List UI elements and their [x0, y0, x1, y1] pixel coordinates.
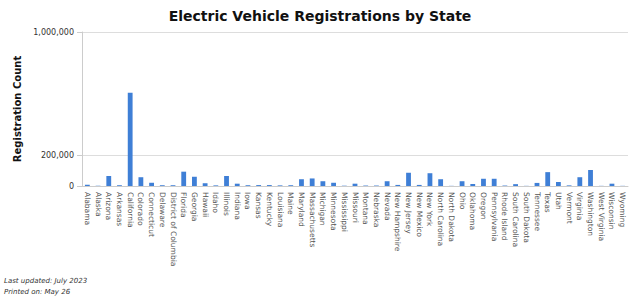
svg-text:Minnesota: Minnesota — [329, 192, 338, 231]
svg-text:Printed on: May 26: Printed on: May 26 — [4, 288, 71, 296]
svg-text:Hawaii: Hawaii — [201, 192, 210, 217]
svg-text:Alaska: Alaska — [94, 192, 103, 217]
svg-text:Registration Count: Registration Count — [12, 56, 23, 163]
svg-text:Electric Vehicle Registrations: Electric Vehicle Registrations by State — [169, 8, 472, 24]
svg-text:200,000: 200,000 — [41, 151, 74, 160]
svg-text:Arkansas: Arkansas — [115, 192, 124, 226]
svg-text:North Dakota: North Dakota — [447, 192, 456, 242]
svg-text:Louisiana: Louisiana — [276, 192, 285, 227]
svg-text:Alabama: Alabama — [83, 192, 92, 225]
svg-text:Florida: Florida — [179, 192, 188, 218]
svg-text:Mississippi: Mississippi — [340, 192, 349, 232]
svg-text:Utah: Utah — [554, 192, 563, 210]
svg-text:Arizona: Arizona — [104, 192, 113, 220]
svg-text:Massachusetts: Massachusetts — [308, 192, 317, 248]
svg-text:Oklahoma: Oklahoma — [468, 192, 477, 230]
svg-text:Maryland: Maryland — [297, 192, 306, 227]
svg-text:Nebraska: Nebraska — [372, 192, 381, 227]
svg-text:Washington: Washington — [586, 192, 595, 236]
svg-text:District of Columbia: District of Columbia — [169, 192, 178, 266]
svg-text:Delaware: Delaware — [158, 192, 167, 228]
svg-text:Maine: Maine — [286, 192, 295, 215]
svg-text:Rhode Island: Rhode Island — [500, 192, 509, 241]
svg-text:Michigan: Michigan — [318, 192, 327, 226]
svg-text:South Carolina: South Carolina — [511, 192, 520, 247]
svg-text:Wyoming: Wyoming — [618, 192, 627, 227]
svg-text:Kansas: Kansas — [254, 192, 263, 219]
svg-text:Wisconsin: Wisconsin — [607, 192, 616, 230]
svg-text:0: 0 — [69, 182, 74, 191]
svg-text:California: California — [126, 192, 135, 228]
svg-text:Oregon: Oregon — [479, 192, 488, 220]
svg-text:Montana: Montana — [361, 192, 370, 225]
svg-text:Virginia: Virginia — [575, 192, 584, 220]
svg-text:Indiana: Indiana — [233, 192, 242, 220]
svg-text:1,000,000: 1,000,000 — [33, 28, 74, 37]
svg-text:Pennsylvania: Pennsylvania — [490, 192, 499, 241]
svg-text:Colorado: Colorado — [136, 192, 145, 226]
svg-text:Illinois: Illinois — [222, 192, 231, 216]
svg-text:New Hampshire: New Hampshire — [393, 192, 402, 252]
svg-text:Vermont: Vermont — [565, 192, 574, 224]
svg-text:New York: New York — [425, 192, 434, 227]
svg-text:Iowa: Iowa — [243, 192, 252, 210]
svg-text:Idaho: Idaho — [211, 192, 220, 213]
svg-text:Missouri: Missouri — [351, 192, 360, 223]
svg-text:Tennessee: Tennessee — [533, 191, 542, 231]
svg-text:North Carolina: North Carolina — [436, 192, 445, 246]
svg-text:Texas: Texas — [543, 191, 552, 213]
svg-text:South Dakota: South Dakota — [522, 192, 531, 243]
svg-text:Nevada: Nevada — [383, 192, 392, 221]
svg-text:West Virginia: West Virginia — [597, 192, 606, 241]
svg-text:Ohio: Ohio — [458, 192, 467, 210]
svg-text:Georgia: Georgia — [190, 192, 199, 221]
svg-text:Connecticut: Connecticut — [147, 192, 156, 237]
svg-text:New Jersey: New Jersey — [404, 192, 413, 234]
svg-text:New Mexico: New Mexico — [415, 192, 424, 237]
svg-text:Last updated: July 2023: Last updated: July 2023 — [4, 277, 87, 285]
svg-text:Kentucky: Kentucky — [265, 192, 274, 227]
